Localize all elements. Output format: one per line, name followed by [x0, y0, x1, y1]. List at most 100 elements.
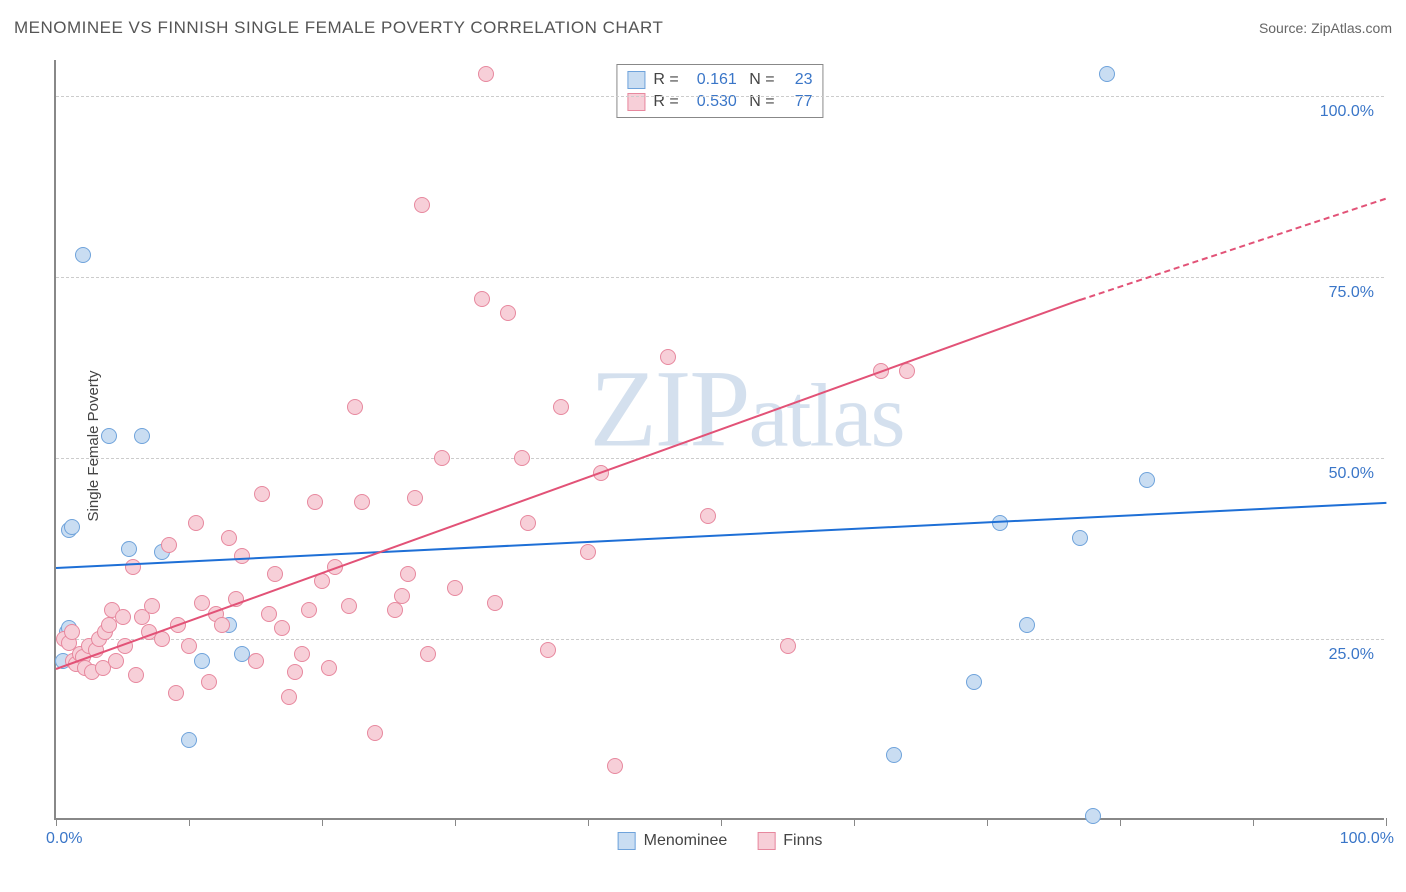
- data-point: [201, 674, 217, 690]
- x-tick: [588, 818, 589, 826]
- y-tick-label: 50.0%: [1321, 465, 1374, 483]
- data-point: [128, 667, 144, 683]
- data-point: [966, 674, 982, 690]
- data-point: [134, 428, 150, 444]
- legend-label: Finns: [783, 832, 822, 850]
- header: MENOMINEE VS FINNISH SINGLE FEMALE POVER…: [14, 18, 1392, 38]
- data-point: [886, 747, 902, 763]
- data-point: [414, 197, 430, 213]
- chart-title: MENOMINEE VS FINNISH SINGLE FEMALE POVER…: [14, 18, 663, 38]
- data-point: [307, 494, 323, 510]
- x-tick: [455, 818, 456, 826]
- x-tick: [322, 818, 323, 826]
- x-tick: [1253, 818, 1254, 826]
- data-point: [75, 247, 91, 263]
- x-tick: [1386, 818, 1387, 826]
- source-label: Source: ZipAtlas.com: [1259, 20, 1392, 36]
- data-point: [287, 664, 303, 680]
- data-point: [254, 486, 270, 502]
- data-point: [354, 494, 370, 510]
- trendline: [56, 299, 1081, 670]
- data-point: [121, 541, 137, 557]
- data-point: [500, 305, 516, 321]
- data-point: [514, 450, 530, 466]
- data-point: [553, 399, 569, 415]
- data-point: [394, 588, 410, 604]
- data-point: [540, 642, 556, 658]
- legend-n-value: 23: [783, 71, 813, 89]
- data-point: [248, 653, 264, 669]
- x-tick: [1120, 818, 1121, 826]
- data-point: [407, 490, 423, 506]
- x-axis-min-label: 0.0%: [46, 830, 82, 848]
- x-tick: [987, 818, 988, 826]
- data-point: [899, 363, 915, 379]
- data-point: [1085, 808, 1101, 824]
- data-point: [478, 66, 494, 82]
- data-point: [487, 595, 503, 611]
- trendline: [56, 502, 1386, 569]
- y-tick-label: 100.0%: [1312, 103, 1374, 121]
- data-point: [261, 606, 277, 622]
- legend-n-label: N =: [745, 71, 775, 89]
- gridline: [56, 639, 1384, 640]
- correlation-legend: R =0.161 N =23R =0.530 N =77: [616, 64, 823, 118]
- legend-row: R =0.530 N =77: [627, 91, 812, 113]
- data-point: [64, 624, 80, 640]
- data-point: [780, 638, 796, 654]
- data-point: [115, 609, 131, 625]
- scatter-chart: ZIPatlas R =0.161 N =23R =0.530 N =77 Me…: [54, 60, 1384, 820]
- data-point: [294, 646, 310, 662]
- data-point: [101, 428, 117, 444]
- data-point: [447, 580, 463, 596]
- data-point: [125, 559, 141, 575]
- data-point: [367, 725, 383, 741]
- data-point: [434, 450, 450, 466]
- gridline: [56, 277, 1384, 278]
- legend-swatch: [627, 71, 645, 89]
- data-point: [580, 544, 596, 560]
- legend-label: Menominee: [644, 832, 728, 850]
- x-axis-max-label: 100.0%: [1340, 830, 1394, 848]
- legend-item: Finns: [757, 832, 822, 850]
- data-point: [64, 519, 80, 535]
- data-point: [108, 653, 124, 669]
- data-point: [188, 515, 204, 531]
- data-point: [181, 638, 197, 654]
- x-tick: [56, 818, 57, 826]
- data-point: [660, 349, 676, 365]
- gridline: [56, 458, 1384, 459]
- data-point: [420, 646, 436, 662]
- data-point: [221, 530, 237, 546]
- y-tick-label: 75.0%: [1321, 284, 1374, 302]
- data-point: [607, 758, 623, 774]
- data-point: [234, 548, 250, 564]
- data-point: [168, 685, 184, 701]
- data-point: [274, 620, 290, 636]
- data-point: [1072, 530, 1088, 546]
- data-point: [281, 689, 297, 705]
- legend-r-value: 0.161: [687, 71, 737, 89]
- data-point: [321, 660, 337, 676]
- y-tick-label: 25.0%: [1321, 646, 1374, 664]
- data-point: [700, 508, 716, 524]
- legend-row: R =0.161 N =23: [627, 69, 812, 91]
- data-point: [387, 602, 403, 618]
- data-point: [1099, 66, 1115, 82]
- data-point: [992, 515, 1008, 531]
- x-tick: [721, 818, 722, 826]
- data-point: [214, 617, 230, 633]
- data-point: [267, 566, 283, 582]
- legend-item: Menominee: [618, 832, 728, 850]
- x-tick: [854, 818, 855, 826]
- data-point: [400, 566, 416, 582]
- gridline: [56, 96, 1384, 97]
- data-point: [520, 515, 536, 531]
- data-point: [181, 732, 197, 748]
- series-legend: Menominee Finns: [618, 832, 823, 850]
- legend-swatch: [757, 832, 775, 850]
- watermark: ZIPatlas: [590, 345, 904, 472]
- data-point: [161, 537, 177, 553]
- data-point: [144, 598, 160, 614]
- data-point: [474, 291, 490, 307]
